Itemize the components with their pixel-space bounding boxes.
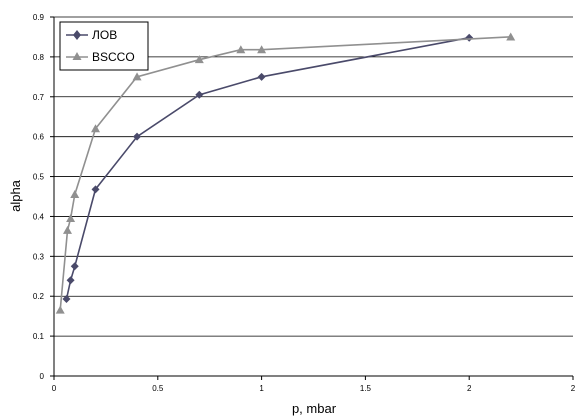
x-tick-label: 0 <box>52 384 57 393</box>
data-point-lov <box>257 72 266 81</box>
series-line-bscco <box>59 36 511 311</box>
x-tick-label: 1.5 <box>360 384 372 393</box>
legend-box <box>59 21 149 71</box>
x-tick-label: 2 <box>467 384 472 393</box>
data-point-lov <box>195 90 204 99</box>
legend-marker-lov <box>73 30 81 40</box>
y-tick-label: 0.5 <box>33 173 45 182</box>
legend-label-lov: ЛОВ <box>92 28 117 42</box>
data-point-bscco <box>70 190 80 199</box>
y-tick-label: 0.8 <box>33 53 45 62</box>
x-tick-label: 0.5 <box>152 384 164 393</box>
legend: ЛОВ BSCCO <box>59 21 149 71</box>
x-axis-title: p, mbar <box>292 401 337 416</box>
data-point-lov <box>66 276 75 285</box>
y-tick-label: 0.2 <box>33 292 45 301</box>
data-point-bscco <box>132 72 142 81</box>
data-point-bscco <box>194 55 204 64</box>
y-tick-label: 0.3 <box>33 252 45 261</box>
data-point-lov <box>62 295 71 304</box>
data-point-bscco <box>257 45 267 54</box>
x-tick-labels: 0 0.5 1 1.5 2 2 <box>52 384 576 393</box>
axes <box>50 16 574 380</box>
y-tick-label: 0.1 <box>33 332 45 341</box>
y-tick-label: 0.9 <box>33 13 45 22</box>
y-tick-labels: 0 0.1 0.2 0.3 0.4 0.5 0.6 0.7 0.8 0.9 <box>33 13 45 381</box>
legend-item-bscco: BSCCO <box>66 50 135 64</box>
y-tick-label: 0.7 <box>33 93 45 102</box>
data-point-lov <box>91 185 100 194</box>
data-point-bscco <box>62 225 72 234</box>
data-point-bscco <box>66 213 76 222</box>
data-point-bscco <box>236 45 246 54</box>
series-group <box>55 32 516 314</box>
data-point-lov <box>70 262 79 271</box>
data-point-bscco <box>55 305 65 314</box>
legend-item-lov: ЛОВ <box>66 28 117 42</box>
y-tick-label: 0.4 <box>33 212 45 221</box>
legend-label-bscco: BSCCO <box>92 50 135 64</box>
data-point-bscco <box>91 124 101 133</box>
y-axis-title: alpha <box>8 179 23 212</box>
data-point-bscco <box>506 32 516 41</box>
x-tick-label: 1 <box>259 384 264 393</box>
x-tick-label: 2 <box>571 384 576 393</box>
legend-marker-bscco <box>72 52 82 60</box>
series-line-lov <box>65 36 470 300</box>
y-tick-label: 0 <box>40 372 45 381</box>
data-point-lov <box>465 33 474 42</box>
data-point-lov <box>133 132 142 141</box>
y-tick-label: 0.6 <box>33 133 45 142</box>
